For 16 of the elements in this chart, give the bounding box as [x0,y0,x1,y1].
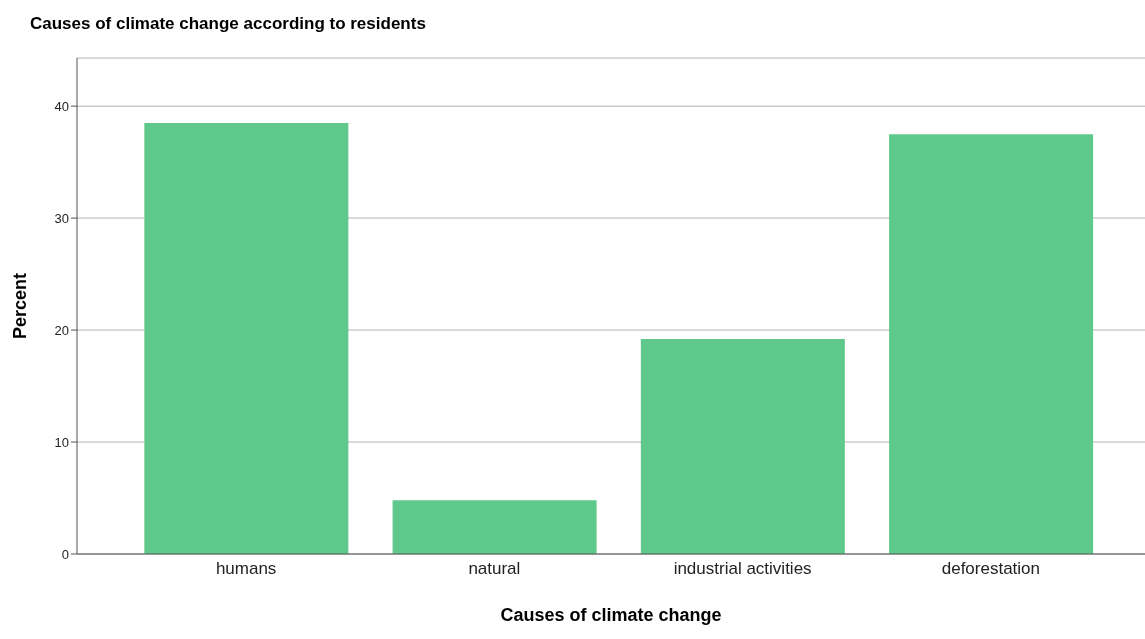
y-tick-label: 10 [54,434,69,450]
bar [392,500,597,554]
bar [640,339,845,554]
x-tick-label: humans [215,559,277,579]
x-tick-label: natural [468,559,521,579]
x-tick-label: industrial activities [673,559,812,579]
bar [144,122,349,554]
y-axis-title: Percent [10,272,31,340]
bar [889,134,1094,554]
x-axis-title: Causes of climate change [500,605,722,625]
y-tick-label: 0 [61,546,69,562]
chart-title: Causes of climate change according to residents [29,13,427,35]
y-tick-label: 40 [54,98,69,114]
y-tick-label: 30 [54,210,69,226]
y-tick-label: 20 [54,322,69,338]
x-tick-label: deforestation [941,559,1041,579]
